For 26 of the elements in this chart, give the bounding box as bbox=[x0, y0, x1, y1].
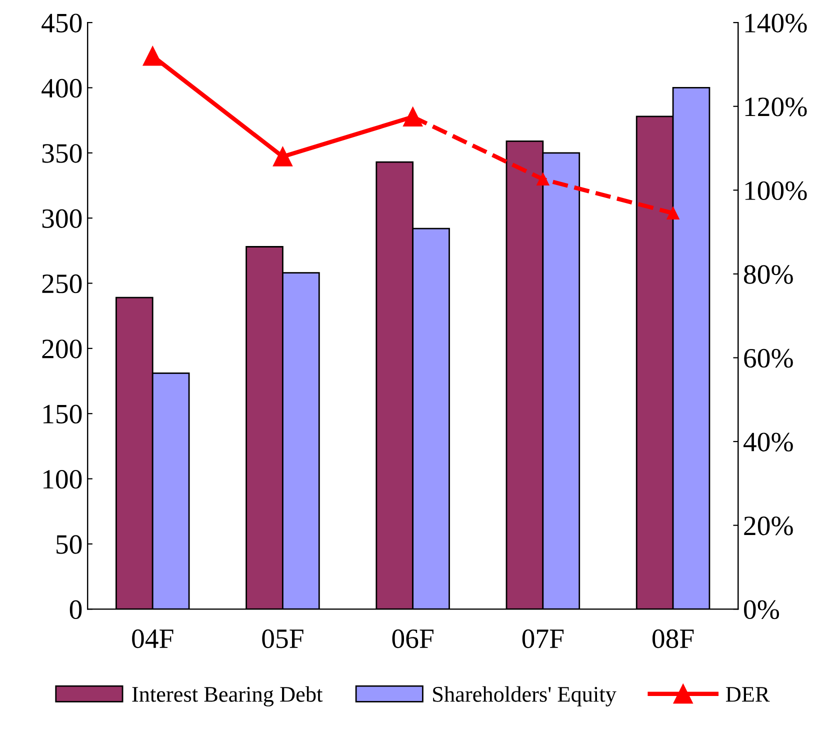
x-tick-label: 05F bbox=[262, 629, 304, 648]
y-tick-label: 0 bbox=[70, 600, 82, 620]
legend-label: Shareholders' Equity bbox=[433, 686, 616, 706]
y2-tick-label: 100% bbox=[745, 181, 807, 200]
y2-tick-label: 120% bbox=[745, 98, 807, 116]
y-tick-label: 150 bbox=[43, 404, 82, 424]
y-tick-label: 400 bbox=[42, 78, 82, 98]
y-tick-label: 350 bbox=[42, 144, 82, 163]
x-tick-label: 07F bbox=[522, 629, 564, 648]
x-tick-label: 08F bbox=[652, 629, 694, 648]
legend-label: DER bbox=[726, 687, 770, 702]
y2-tick-label: 20% bbox=[744, 516, 793, 536]
y-tick-label: 50 bbox=[56, 535, 82, 554]
y2-tick-label: 40% bbox=[743, 432, 793, 452]
y2-tick-label: 80% bbox=[744, 265, 793, 284]
y-tick-label: 250 bbox=[42, 274, 82, 294]
legend-label: Interest Bearing Debt bbox=[132, 686, 323, 706]
y2-tick-label: 0% bbox=[744, 600, 780, 620]
x-tick-label: 04F bbox=[132, 629, 174, 648]
y-tick-label: 200 bbox=[42, 340, 82, 358]
y-tick-label: 100 bbox=[43, 470, 82, 489]
x-tick-label: 06F bbox=[392, 629, 434, 648]
y2-tick-label: 60% bbox=[744, 348, 793, 368]
y-tick-label: 300 bbox=[42, 209, 82, 228]
y2-tick-label: 140% bbox=[745, 14, 807, 33]
y-tick-label: 450 bbox=[42, 14, 82, 32]
